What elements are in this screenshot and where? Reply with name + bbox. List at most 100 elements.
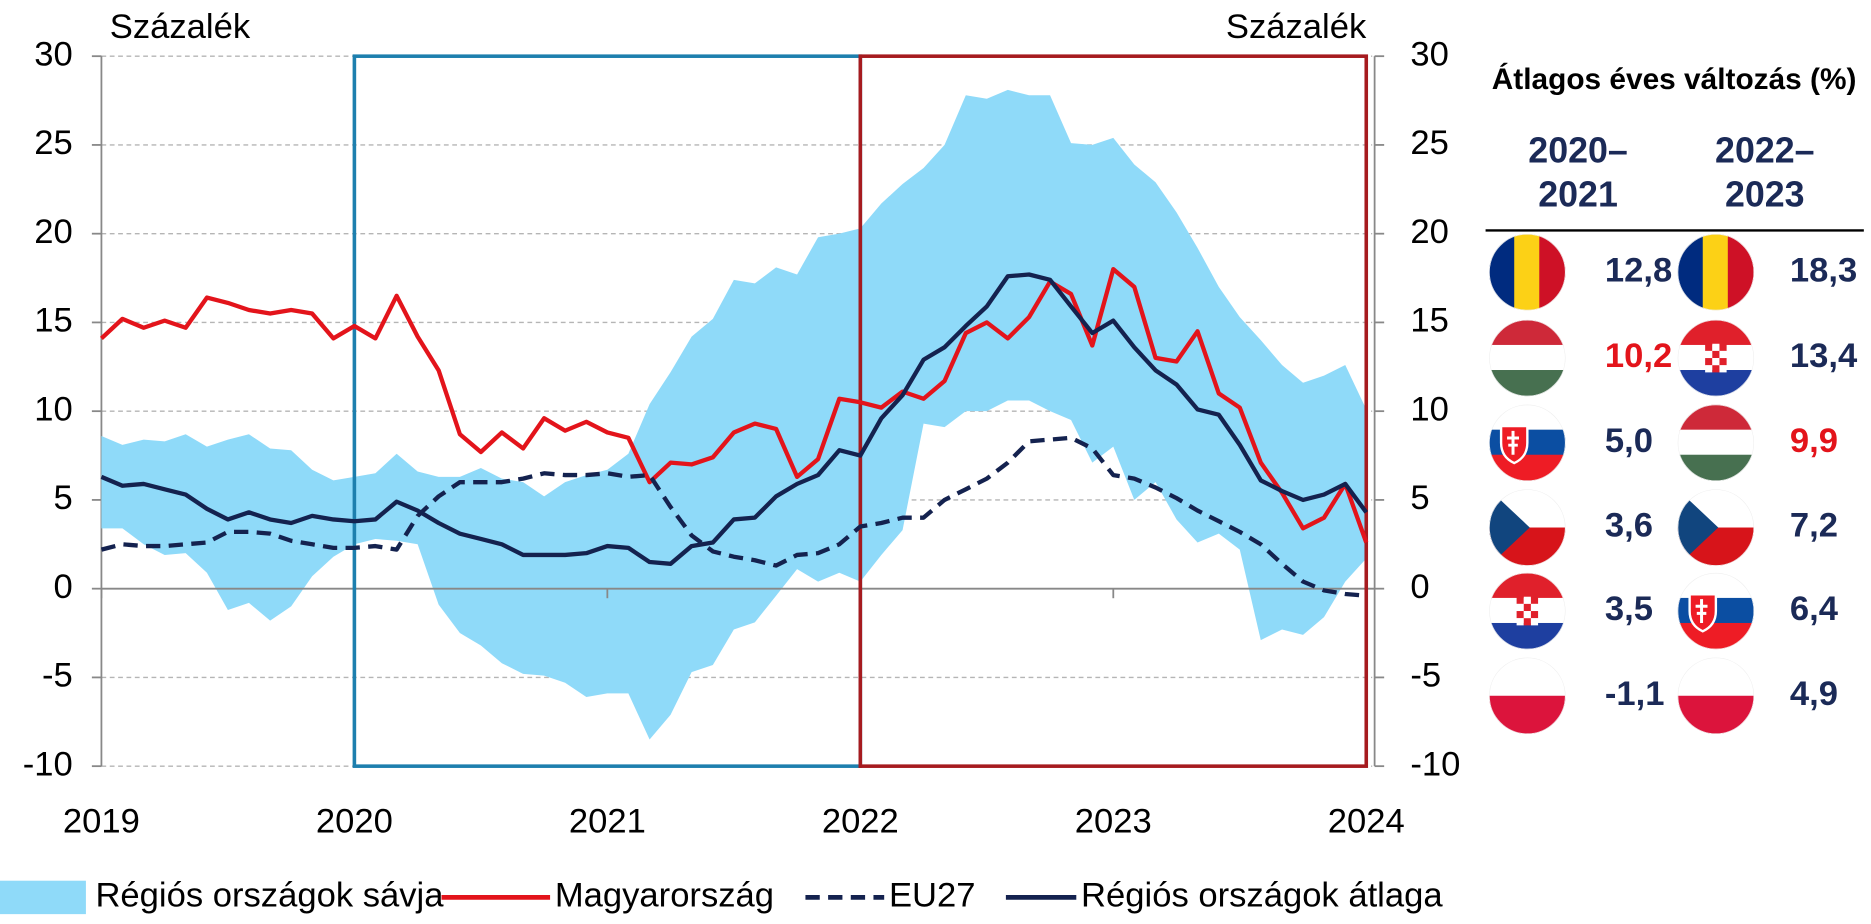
flag-part bbox=[1489, 344, 1566, 372]
y2-tick-label: 30 bbox=[1410, 35, 1448, 73]
legend-label: Régiós országok sávja bbox=[95, 877, 444, 915]
flag-part bbox=[1489, 622, 1566, 650]
flag-part bbox=[1705, 343, 1713, 351]
line-solid bbox=[99, 267, 1369, 544]
x-tick-label: 2024 bbox=[1328, 803, 1405, 841]
table-value: 12,8 bbox=[1605, 251, 1672, 289]
flag-part bbox=[1712, 350, 1720, 359]
y2-tick-label: 10 bbox=[1410, 390, 1448, 428]
legend-label: EU27 bbox=[889, 877, 976, 915]
column-header: 2023 bbox=[1725, 174, 1805, 214]
line-dashed bbox=[100, 435, 1367, 598]
legend-label: Magyarország bbox=[555, 877, 774, 915]
flag-part bbox=[1705, 350, 1713, 359]
flag-part bbox=[1489, 370, 1566, 397]
flag-part bbox=[1489, 489, 1530, 566]
y-tick-label: 20 bbox=[34, 213, 72, 251]
flag-part bbox=[1489, 233, 1516, 311]
table-value: 7,2 bbox=[1790, 507, 1838, 545]
flag-part bbox=[1489, 657, 1566, 696]
flag-part bbox=[1719, 358, 1727, 366]
y-tick-label: 0 bbox=[54, 568, 73, 606]
flag-part bbox=[1677, 404, 1755, 431]
flag bbox=[1677, 319, 1755, 397]
flag-part bbox=[1489, 695, 1566, 734]
flag-part bbox=[1677, 454, 1755, 481]
table-value: 13,4 bbox=[1790, 337, 1858, 375]
flag-part bbox=[1489, 572, 1566, 600]
flag-part bbox=[1719, 350, 1727, 359]
flag-part bbox=[1702, 233, 1730, 311]
y2-tick-label: 15 bbox=[1410, 302, 1448, 340]
table-value: 10,2 bbox=[1605, 337, 1672, 375]
y2-tick-label: -10 bbox=[1410, 745, 1460, 783]
y-axis-label: Százalék bbox=[110, 8, 251, 46]
flag bbox=[1677, 404, 1755, 481]
flag-part bbox=[1523, 603, 1531, 612]
legend-swatch bbox=[0, 880, 86, 915]
x-tick-label: 2023 bbox=[1075, 803, 1152, 841]
x-tick-label: 2020 bbox=[316, 803, 393, 841]
y2-tick-label: 20 bbox=[1410, 213, 1448, 251]
flag-part bbox=[1719, 365, 1727, 373]
table-value: 3,6 bbox=[1605, 507, 1653, 545]
y-tick-label: 10 bbox=[34, 390, 72, 428]
flag bbox=[1677, 233, 1755, 311]
y-tick-label: 30 bbox=[34, 35, 72, 73]
flag-part bbox=[1530, 611, 1539, 619]
flag bbox=[1489, 319, 1566, 397]
flag-part bbox=[1489, 319, 1566, 347]
flag-part bbox=[1516, 603, 1524, 612]
flag-part bbox=[1516, 611, 1524, 619]
flag-part bbox=[1530, 596, 1539, 604]
flag-part bbox=[1516, 618, 1524, 626]
table-value: 5,0 bbox=[1605, 422, 1653, 460]
x-tick-label: 2021 bbox=[569, 803, 646, 841]
flag-part bbox=[1523, 618, 1531, 626]
y2-axis-label: Százalék bbox=[1226, 8, 1367, 46]
y-tick-label: 25 bbox=[34, 124, 72, 162]
table-value: 6,4 bbox=[1790, 590, 1839, 628]
column-header: 2021 bbox=[1538, 174, 1618, 214]
y-tick-label: 15 bbox=[34, 302, 72, 340]
line-solid bbox=[100, 272, 1368, 566]
column-header: 2022– bbox=[1715, 130, 1815, 170]
flag-part bbox=[1705, 365, 1713, 373]
flag-part bbox=[1705, 358, 1713, 366]
x-tick-label: 2022 bbox=[822, 803, 899, 841]
flag bbox=[1489, 657, 1566, 734]
flag bbox=[1677, 572, 1755, 650]
flag-part bbox=[1712, 365, 1720, 373]
flag-part bbox=[1677, 370, 1755, 397]
flag-part bbox=[1523, 611, 1531, 619]
legend-label: Régiós országok átlaga bbox=[1081, 877, 1443, 915]
y-tick-label: -10 bbox=[23, 745, 73, 783]
x-tick-label: 2019 bbox=[63, 803, 140, 841]
column-header: 2020– bbox=[1528, 130, 1628, 170]
flag-part bbox=[1677, 429, 1755, 456]
table-value: 4,9 bbox=[1790, 675, 1838, 713]
flag-part bbox=[1489, 454, 1566, 481]
y2-tick-label: 5 bbox=[1410, 479, 1429, 517]
flag-part bbox=[1530, 618, 1539, 626]
flag bbox=[1489, 404, 1566, 481]
table-value: -1,1 bbox=[1605, 675, 1665, 713]
flag bbox=[1489, 572, 1566, 650]
y-tick-label: 5 bbox=[54, 479, 73, 517]
flag-part bbox=[1712, 343, 1720, 351]
table-value: 18,3 bbox=[1790, 251, 1857, 289]
y2-tick-label: -5 bbox=[1410, 657, 1441, 695]
period-box bbox=[858, 54, 1369, 768]
flag-part bbox=[1516, 596, 1524, 604]
band bbox=[101, 89, 1367, 740]
y2-tick-label: 25 bbox=[1410, 124, 1448, 162]
flag-part bbox=[1719, 343, 1727, 351]
table-value: 3,5 bbox=[1605, 590, 1653, 628]
flag-part bbox=[1677, 233, 1704, 311]
y2-tick-label: 0 bbox=[1410, 568, 1429, 606]
flag-part bbox=[1507, 430, 1519, 455]
flag-part bbox=[1677, 489, 1719, 566]
flag-part bbox=[1712, 358, 1720, 366]
y-tick-label: -5 bbox=[42, 657, 73, 695]
